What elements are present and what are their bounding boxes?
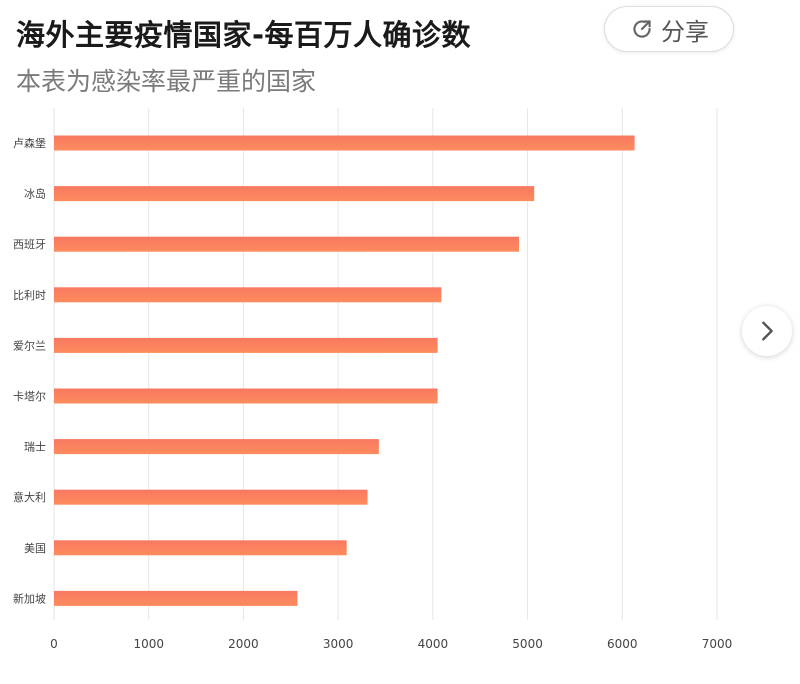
x-tick-label: 1000: [133, 637, 164, 651]
x-tick-label: 0: [50, 637, 58, 651]
bar[interactable]: [54, 540, 347, 556]
x-tick-label: 6000: [607, 637, 638, 651]
x-tick-label: 5000: [512, 637, 543, 651]
x-tick-label: 3000: [323, 637, 354, 651]
share-icon: [633, 20, 651, 38]
bar[interactable]: [54, 439, 379, 455]
bar[interactable]: [54, 135, 635, 151]
bar[interactable]: [54, 236, 520, 252]
category-label: 意大利: [13, 490, 46, 504]
x-tick-label: 2000: [228, 637, 259, 651]
bar[interactable]: [54, 186, 535, 202]
bar[interactable]: [54, 337, 438, 353]
page-title: 海外主要疫情国家-每百万人确诊数: [16, 18, 472, 52]
x-tick-label: 4000: [418, 637, 449, 651]
category-label: 爱尔兰: [13, 339, 46, 352]
bar[interactable]: [54, 287, 442, 303]
category-label: 新加坡: [13, 591, 46, 605]
bar[interactable]: [54, 388, 438, 404]
category-label: 卢森堡: [13, 136, 46, 150]
chevron-right-icon: [762, 321, 773, 341]
bar[interactable]: [54, 590, 298, 606]
next-chart-button[interactable]: [742, 306, 792, 356]
bar-chart: 0 1000 2000 3000 4000 5000 6000 7000 卢森堡冰岛西班牙比利时…: [13, 108, 733, 651]
category-label: 比利时: [13, 289, 46, 302]
category-label: 美国: [24, 542, 46, 555]
category-label: 冰岛: [24, 187, 46, 201]
share-button[interactable]: 分享: [604, 6, 734, 52]
category-label: 瑞士: [24, 440, 46, 454]
page-subtitle: 本表为感染率最严重的国家: [16, 67, 317, 96]
share-label: 分享: [661, 17, 709, 46]
category-label: 西班牙: [13, 238, 46, 251]
x-tick-label: 7000: [702, 637, 733, 651]
bar[interactable]: [54, 489, 368, 505]
category-label: 卡塔尔: [13, 390, 46, 403]
